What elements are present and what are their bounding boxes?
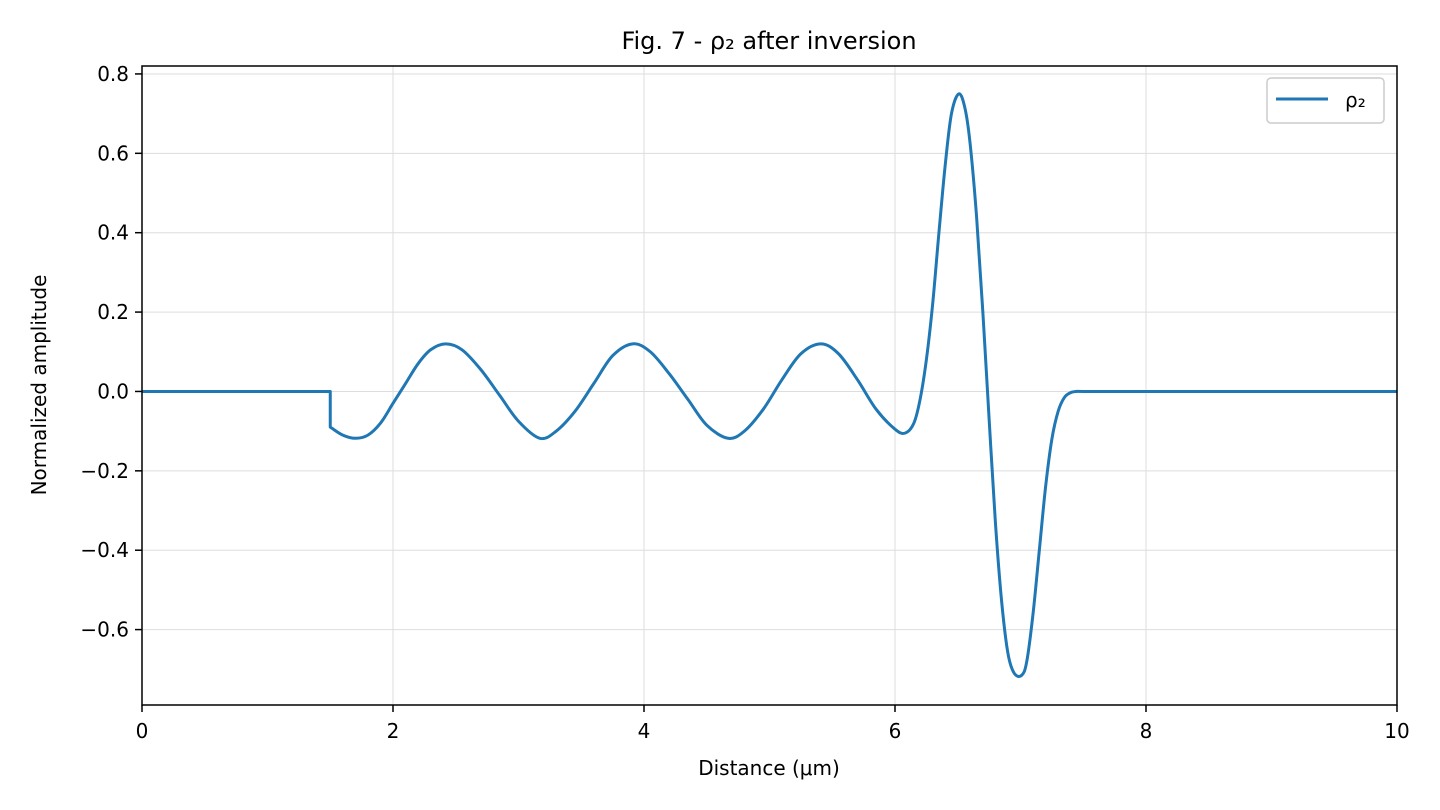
x-tick-label: 10	[1384, 719, 1409, 743]
series-line-0	[142, 92, 1397, 678]
x-tick-label: 2	[387, 719, 400, 743]
plot-frame	[141, 65, 1398, 706]
series-layer	[142, 92, 1397, 678]
x-tick-label: 0	[136, 719, 149, 743]
y-tick-label: 0.2	[97, 300, 129, 324]
legend-label: ρ₂	[1345, 88, 1366, 112]
x-axis-label: Distance (μm)	[698, 756, 840, 780]
y-tick-label: −0.6	[80, 618, 129, 642]
y-tick-label: 0.6	[97, 141, 129, 165]
chart-title: Fig. 7 - ρ₂ after inversion	[621, 27, 916, 55]
ticks: 0 2 4 6 8 10 −0.6 −0.4 −0.2 0.0 0.2 0.4 0.6 0.8	[80, 62, 1409, 743]
x-tick-label: 8	[1140, 719, 1153, 743]
y-tick-label: −0.2	[80, 459, 129, 483]
x-tick-label: 4	[638, 719, 651, 743]
x-tick-label: 6	[889, 719, 902, 743]
y-tick-label: −0.4	[80, 538, 129, 562]
legend: ρ₂	[1266, 77, 1385, 124]
y-axis-label: Normalized amplitude	[27, 275, 51, 496]
y-tick-label: 0.0	[97, 379, 129, 403]
y-tick-label: 0.8	[97, 62, 129, 86]
y-tick-label: 0.4	[97, 221, 129, 245]
